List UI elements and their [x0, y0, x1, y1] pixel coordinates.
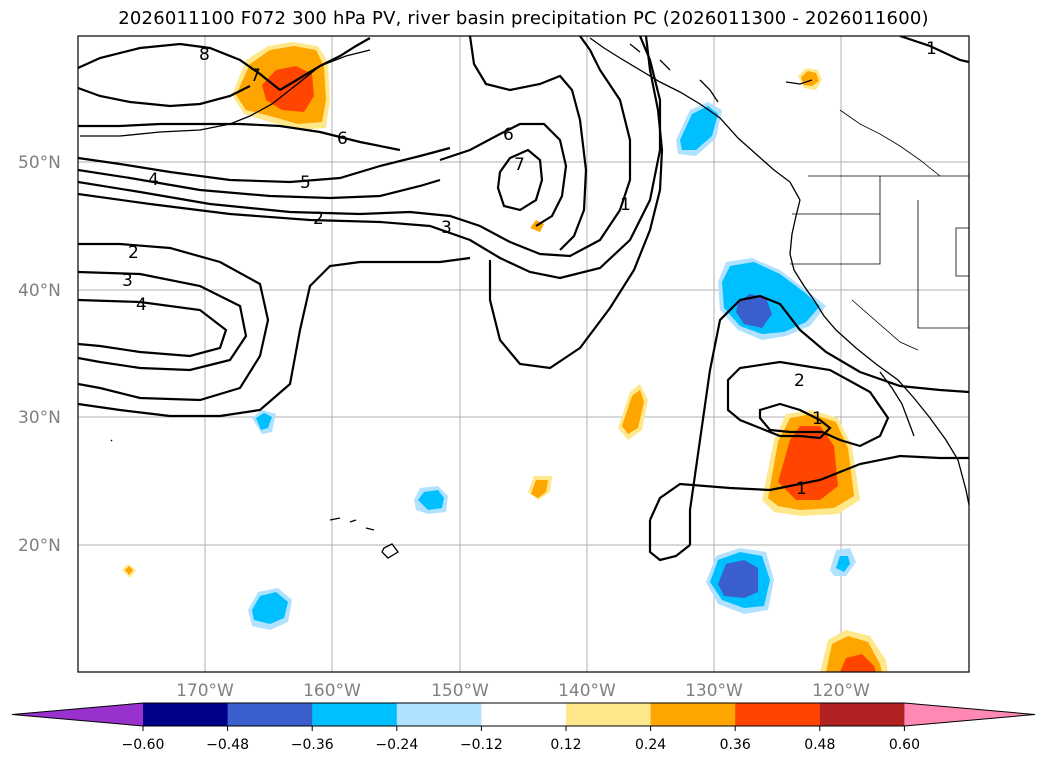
lon-label: 120°W: [812, 681, 870, 701]
colorbar-tick-label: −0.12: [460, 737, 503, 753]
lat-label: 30°N: [18, 408, 61, 428]
pv-contour-3-sw: [78, 270, 248, 372]
colorbar-segment: [566, 703, 652, 726]
lon-label: 130°W: [685, 681, 743, 701]
lon-label: 140°W: [558, 681, 616, 701]
colorbar: −0.60 −0.48 −0.36 −0.24 −0.12 0.12 0.24 0.36 0.4…: [11, 702, 1036, 753]
colorbar-tick-label: 0.48: [804, 737, 835, 753]
contour-label: 5: [300, 173, 311, 193]
colorbar-segment: [396, 703, 482, 726]
pv-contour-6-north: [279, 37, 371, 91]
pv-contour-6-inner: [439, 122, 568, 227]
colorbar-extend-high: [904, 703, 1035, 726]
colorbar-extend-low: [12, 703, 143, 726]
latitude-labels: 50°N 40°N 30°N 20°N: [18, 153, 61, 556]
contour-label: 2: [313, 209, 324, 229]
contour-label: 4: [148, 170, 159, 190]
pv-contour-6: [78, 122, 401, 152]
pv-contour-1-ne: [899, 36, 969, 64]
contour-label: 2: [128, 243, 139, 263]
map-frame: [77, 35, 970, 673]
pv-contour-2-sw: [78, 242, 270, 402]
pv-contour-5: [78, 146, 451, 184]
colorbar-tick-label: 0.24: [635, 737, 666, 753]
contour-labels: 8 7 6 5 4 3 2 1 6 7 3 2 3 4 1 2 1 1: [122, 39, 937, 499]
contour-label: 3: [122, 271, 133, 291]
contour-label: 7: [250, 66, 261, 86]
contour-label: 7: [514, 155, 525, 175]
colorbar-segment: [312, 703, 398, 726]
political-borders: [790, 109, 969, 351]
lon-label: 170°W: [176, 681, 234, 701]
colorbar-segment: [650, 703, 736, 726]
pv-contour-3: [78, 36, 632, 258]
contour-label: 1: [796, 479, 807, 499]
contour-label: 4: [136, 295, 147, 315]
colorbar-tick-label: −0.60: [122, 737, 165, 753]
contour-label: 8: [199, 45, 210, 65]
contour-label: 2: [794, 371, 805, 391]
pv-contour-4: [78, 168, 441, 200]
contour-label: 3: [441, 218, 452, 238]
pv-contour-4-sw: [78, 298, 228, 358]
longitude-labels: 170°W 160°W 150°W 140°W 130°W 120°W: [176, 681, 870, 701]
contour-label: 6: [337, 129, 348, 149]
lat-label: 20°N: [18, 536, 61, 556]
map-title: 2026011100 F072 300 hPa PV, river basin …: [118, 8, 929, 29]
pv-contour-2-east: [726, 360, 890, 448]
contour-label: 1: [620, 195, 631, 215]
colorbar-segment: [227, 703, 313, 726]
colorbar-tick-label: 0.60: [889, 737, 920, 753]
colorbar-tick-label: 0.36: [720, 737, 751, 753]
colorbar-segment: [735, 703, 821, 726]
colorbar-tick-label: −0.36: [291, 737, 334, 753]
colorbar-segment: [819, 703, 905, 726]
lat-label: 40°N: [18, 281, 61, 301]
colorbar-tick-label: −0.24: [375, 737, 418, 753]
colorbar-segment: [481, 703, 567, 726]
colorbar-tick-label: 0.12: [550, 737, 581, 753]
colorbar-tick-label: −0.48: [206, 737, 249, 753]
lat-label: 50°N: [18, 153, 61, 173]
pv-contour-7: [496, 148, 544, 212]
lon-label: 160°W: [303, 681, 361, 701]
colorbar-segment: [143, 703, 229, 726]
pv-contour-1-loop: [488, 36, 664, 370]
pv-contour-1-east: [688, 294, 969, 545]
contour-label: 1: [812, 409, 823, 429]
pv-contours: [78, 36, 969, 562]
lon-label: 150°W: [431, 681, 489, 701]
contour-label: 6: [503, 125, 514, 145]
map-background: [78, 36, 969, 672]
contour-label: 1: [926, 39, 937, 59]
pv-contour-8: [78, 42, 281, 91]
